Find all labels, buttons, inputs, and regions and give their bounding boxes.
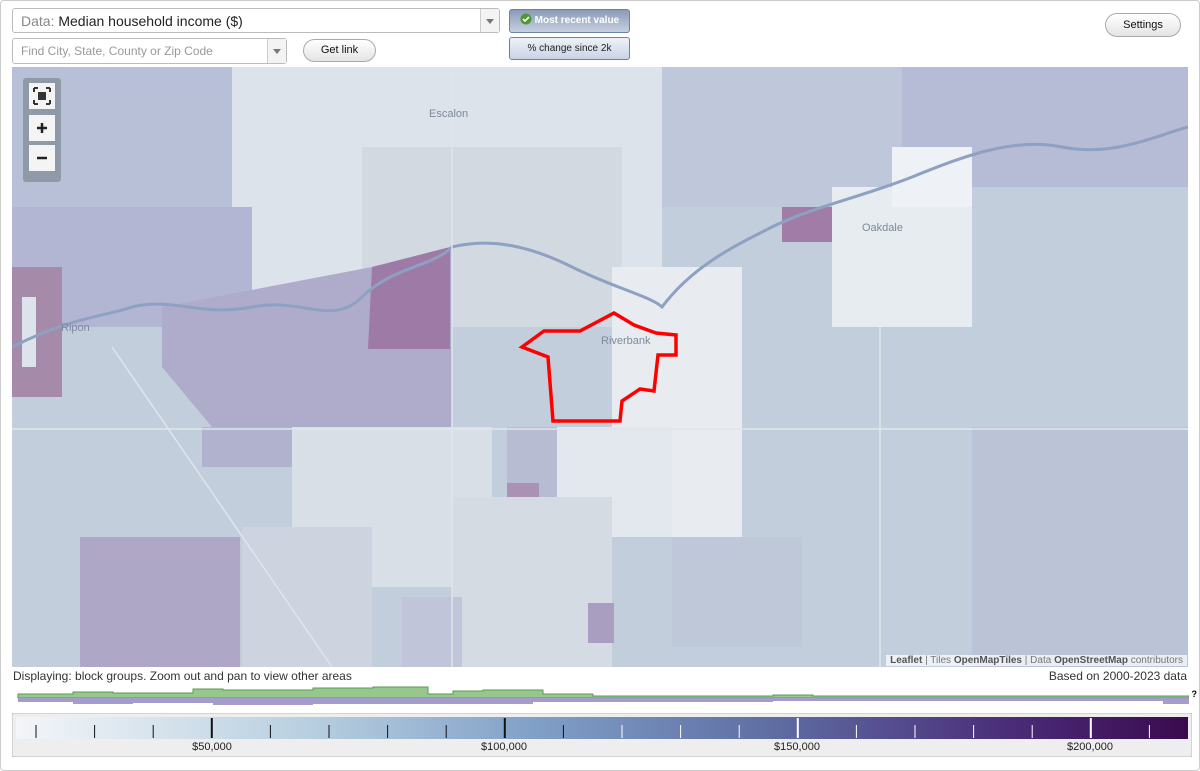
legend-label: $150,000: [774, 741, 820, 753]
data-value: Median household income ($): [58, 13, 243, 29]
attribution-link[interactable]: OpenStreetMap: [1054, 655, 1128, 666]
most-recent-label: Most recent value: [534, 15, 620, 26]
dropdown-arrow: [267, 39, 286, 63]
place-label: Oakdale: [862, 222, 903, 234]
legend-ticks: [35, 718, 1150, 738]
change-toggle[interactable]: % change since 2k: [509, 37, 630, 60]
legend-label: $200,000: [1067, 741, 1113, 753]
river: [12, 125, 1188, 349]
attribution-text: contributors: [1127, 655, 1183, 666]
place-label: Escalon: [429, 108, 469, 120]
get-link-button[interactable]: Get link: [303, 39, 376, 62]
place-label: Ripon: [61, 322, 90, 334]
map[interactable]: [12, 67, 1188, 667]
place-label: Riverbank: [601, 335, 651, 347]
settings-button[interactable]: Settings: [1105, 13, 1181, 37]
selected-area-outline: [518, 310, 678, 423]
dropdown-arrow: [480, 9, 499, 32]
legend-label: $50,000: [192, 741, 232, 753]
help-icon[interactable]: ?: [1191, 689, 1198, 699]
legend-label: $100,000: [481, 741, 527, 753]
histogram-all: [18, 698, 1189, 705]
histogram: [17, 686, 1189, 705]
check-icon: [520, 13, 532, 25]
data-range-note: Based on 2000-2023 data: [1048, 669, 1187, 683]
histogram-owner: [17, 686, 1189, 699]
most-recent-toggle[interactable]: Most recent value: [509, 9, 630, 33]
attribution-link[interactable]: Leaflet: [890, 655, 923, 666]
attribution: Leaflet | Tiles OpenMapTiles | Data Open…: [886, 655, 1187, 666]
attribution-text: | Tiles: [922, 655, 954, 666]
attribution-link[interactable]: OpenMapTiles: [953, 655, 1022, 666]
roads: [12, 67, 1188, 667]
attribution-text: | Data: [1022, 655, 1055, 666]
legend: [12, 713, 1192, 757]
data-label: Data:: [21, 13, 55, 29]
zoom-control: [23, 78, 61, 182]
data-select[interactable]: Data: Median household income ($): [12, 8, 500, 33]
search-placeholder: Find City, State, County or Zip Code: [21, 44, 213, 58]
legend-gradient: [16, 717, 1188, 739]
displaying-note: Displaying: block groups. Zoom out and p…: [13, 669, 352, 683]
search-input[interactable]: Find City, State, County or Zip Code: [12, 38, 287, 64]
